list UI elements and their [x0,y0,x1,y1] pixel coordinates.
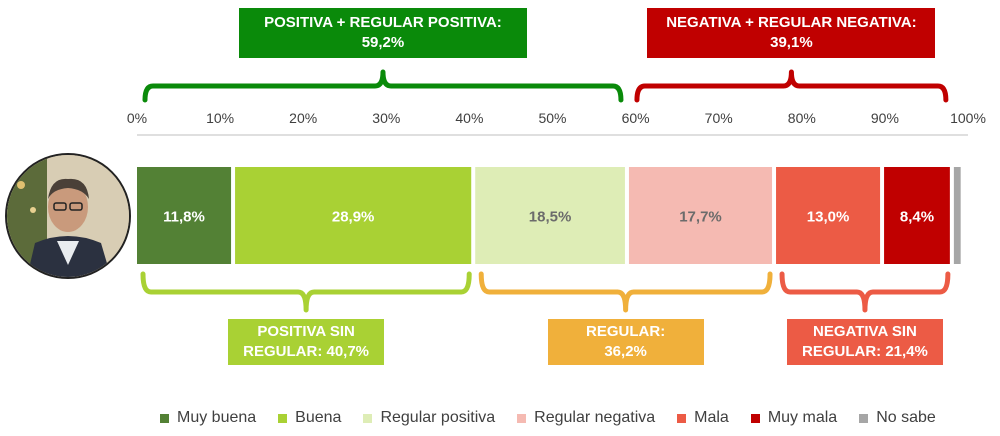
legend-swatch [750,413,760,423]
bottom-group-title: REGULAR: [586,323,666,340]
x-tick-label: 50% [538,110,566,126]
top-group-brace [634,69,949,103]
legend-item: Buena [278,409,341,427]
top-group-box: POSITIVA + REGULAR POSITIVA: 59,2% [238,8,527,58]
person-photo [5,153,131,279]
legend-label: Muy buena [177,409,257,426]
bar-segment [776,167,881,264]
bottom-group-value: REGULAR: 21,4% [802,343,928,360]
bar-segment [137,167,232,264]
legend-label: Mala [694,409,729,426]
legend-item: Mala [677,409,729,427]
x-tick-label: 40% [455,110,483,126]
bottom-group-brace [478,271,773,313]
x-tick-label: 100% [950,110,986,126]
x-tick-label: 70% [705,110,733,126]
top-group-title: POSITIVA + REGULAR POSITIVA: [264,14,502,31]
x-tick-label: 90% [871,110,899,126]
top-group-title: NEGATIVA + REGULAR NEGATIVA: [666,14,917,31]
legend-swatch [363,413,373,423]
bar-segment [475,167,625,264]
data-label: 11,8% [163,209,205,226]
x-tick-label: 30% [372,110,400,126]
legend-item: Muy mala [750,409,838,427]
legend-swatch [677,413,687,423]
legend-item: Regular positiva [363,409,495,427]
legend-label: Regular positiva [380,409,496,426]
bottom-group-box: REGULAR: 36,2% [547,319,704,365]
bar-segment [628,167,773,264]
top-group-value: 39,1% [770,34,813,51]
data-label: 28,9% [332,209,375,226]
legend-label: Regular negativa [534,409,656,426]
legend-label: Buena [295,409,342,426]
bottom-group-box: POSITIVA SIN REGULAR: 40,7% [228,319,385,365]
legend-swatch [859,413,869,423]
bottom-group-brace [140,271,472,313]
bar-segment [235,167,472,264]
data-label: 18,5% [529,209,572,226]
bottom-group-box: NEGATIVA SIN REGULAR: 21,4% [786,319,943,365]
legend-label: Muy mala [767,409,838,426]
bar-segment [884,167,950,264]
legend-label: No sabe [876,409,936,426]
bottom-group-title: POSITIVA SIN [257,323,355,340]
data-label: 8,4% [900,209,934,226]
legend-swatch [160,413,169,423]
x-tick-label: 60% [622,110,650,126]
x-tick-label: 80% [788,110,816,126]
x-tick-label: 10% [206,110,234,126]
bottom-group-brace [779,271,951,313]
top-group-value: 59,2% [361,34,405,51]
legend-swatch [517,413,527,423]
bottom-group-title: NEGATIVA SIN [813,323,917,340]
bottom-group-value: 36,2% [604,343,647,360]
top-group-box: NEGATIVA + REGULAR NEGATIVA: 39,1% [647,8,936,58]
legend-swatch [278,413,288,423]
data-label: 17,7% [679,209,722,226]
data-label: 13,0% [807,209,850,226]
bar-segment [953,167,961,264]
legend: Muy buena Buena Regular positiva Regular ne… [160,409,958,427]
bottom-group-value: REGULAR: 40,7% [243,343,370,360]
legend-item: Regular negativa [517,409,655,427]
x-tick-label: 20% [289,110,317,126]
legend-item: No sabe [859,409,936,427]
legend-item: Muy buena [160,409,256,427]
x-tick-label: 0% [127,110,147,126]
top-group-brace [142,69,624,103]
